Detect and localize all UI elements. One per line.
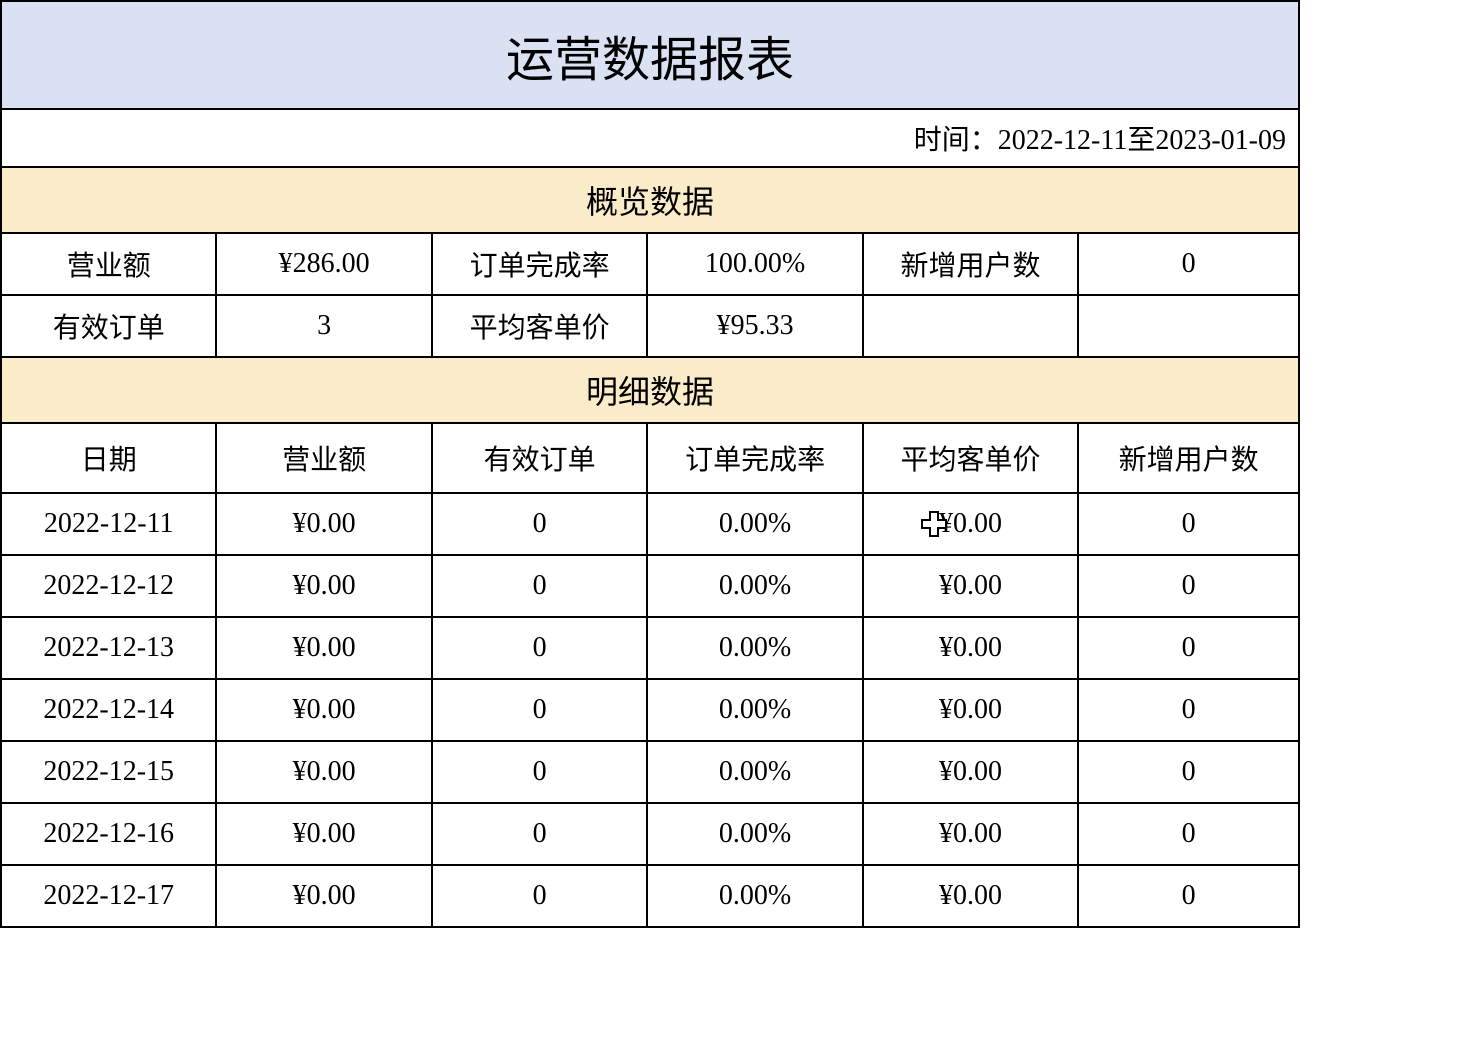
detail-cell[interactable]: ¥0.00 [216,679,431,741]
overview-label: 营业额 [1,233,216,295]
detail-cell-value: ¥0.00 [939,508,1002,539]
detail-cell[interactable]: ¥0.00 [216,617,431,679]
detail-cell[interactable]: 2022-12-14 [1,679,216,741]
detail-col-header: 新增用户数 [1078,423,1299,493]
overview-label [863,295,1078,357]
detail-cell[interactable]: ¥0.00 [863,803,1078,865]
overview-value[interactable]: 0 [1078,233,1299,295]
overview-value[interactable]: 3 [216,295,431,357]
detail-cell[interactable]: ¥0.00 [216,493,431,555]
report-title: 运营数据报表 [1,1,1299,109]
detail-cell[interactable]: ¥0.00 [216,865,431,927]
detail-cell[interactable]: 0 [432,679,647,741]
detail-cell[interactable]: 2022-12-13 [1,617,216,679]
detail-cell[interactable]: 0 [432,617,647,679]
detail-cell[interactable]: 0 [1078,803,1299,865]
table-row: 2022-12-12 ¥0.00 0 0.00% ¥0.00 0 [1,555,1299,617]
detail-cell[interactable]: 0 [1078,865,1299,927]
detail-cell[interactable]: 2022-12-17 [1,865,216,927]
detail-col-header: 有效订单 [432,423,647,493]
detail-cell[interactable]: ¥0.00 [216,555,431,617]
detail-cell[interactable]: ¥0.00 [216,741,431,803]
detail-cell[interactable]: 2022-12-16 [1,803,216,865]
detail-cell[interactable]: ¥0.00 [863,679,1078,741]
detail-col-header: 平均客单价 [863,423,1078,493]
detail-cell[interactable]: 0 [1078,679,1299,741]
detail-col-header: 日期 [1,423,216,493]
detail-cell[interactable]: 0 [1078,617,1299,679]
table-row: 2022-12-11 ¥0.00 0 0.00% ¥0.00 0 [1,493,1299,555]
table-row: 2022-12-13 ¥0.00 0 0.00% ¥0.00 0 [1,617,1299,679]
overview-value[interactable]: ¥95.33 [647,295,862,357]
overview-label: 平均客单价 [432,295,647,357]
detail-cell[interactable]: 0 [432,865,647,927]
detail-cell[interactable]: 2022-12-12 [1,555,216,617]
time-range: 2022-12-11至2023-01-09 [998,125,1286,156]
table-row: 2022-12-15 ¥0.00 0 0.00% ¥0.00 0 [1,741,1299,803]
overview-section-header: 概览数据 [1,167,1299,233]
detail-col-header: 订单完成率 [647,423,862,493]
detail-col-header: 营业额 [216,423,431,493]
detail-cell[interactable]: ¥0.00 [863,741,1078,803]
detail-cell[interactable]: ¥0.00 [863,555,1078,617]
detail-cell[interactable]: 0.00% [647,865,862,927]
detail-cell[interactable]: 0.00% [647,803,862,865]
detail-cell[interactable]: 0.00% [647,617,862,679]
overview-value[interactable]: ¥286.00 [216,233,431,295]
detail-cell[interactable]: ¥0.00 [863,493,1078,555]
detail-cell[interactable]: 0.00% [647,555,862,617]
overview-label: 有效订单 [1,295,216,357]
overview-label: 新增用户数 [863,233,1078,295]
detail-cell[interactable]: 0 [1078,493,1299,555]
detail-cell[interactable]: 0 [1078,741,1299,803]
overview-label: 订单完成率 [432,233,647,295]
detail-section-header: 明细数据 [1,357,1299,423]
detail-cell[interactable]: 0 [432,741,647,803]
table-row: 2022-12-17 ¥0.00 0 0.00% ¥0.00 0 [1,865,1299,927]
table-row: 2022-12-14 ¥0.00 0 0.00% ¥0.00 0 [1,679,1299,741]
table-row: 2022-12-16 ¥0.00 0 0.00% ¥0.00 0 [1,803,1299,865]
detail-cell[interactable]: 0.00% [647,741,862,803]
detail-cell[interactable]: 2022-12-15 [1,741,216,803]
detail-cell[interactable]: ¥0.00 [863,617,1078,679]
detail-cell[interactable]: 0 [1078,555,1299,617]
time-range-cell: 时间：2022-12-11至2023-01-09 [1,109,1299,167]
detail-cell[interactable]: 0 [432,555,647,617]
overview-value[interactable] [1078,295,1299,357]
time-label: 时间： [914,125,998,156]
detail-cell[interactable]: ¥0.00 [863,865,1078,927]
detail-cell[interactable]: 2022-12-11 [1,493,216,555]
overview-value[interactable]: 100.00% [647,233,862,295]
detail-cell[interactable]: 0.00% [647,493,862,555]
detail-cell[interactable]: 0.00% [647,679,862,741]
detail-cell[interactable]: 0 [432,803,647,865]
detail-cell[interactable]: ¥0.00 [216,803,431,865]
report-table: 运营数据报表 时间：2022-12-11至2023-01-09 概览数据 营业额… [0,0,1300,928]
detail-cell[interactable]: 0 [432,493,647,555]
